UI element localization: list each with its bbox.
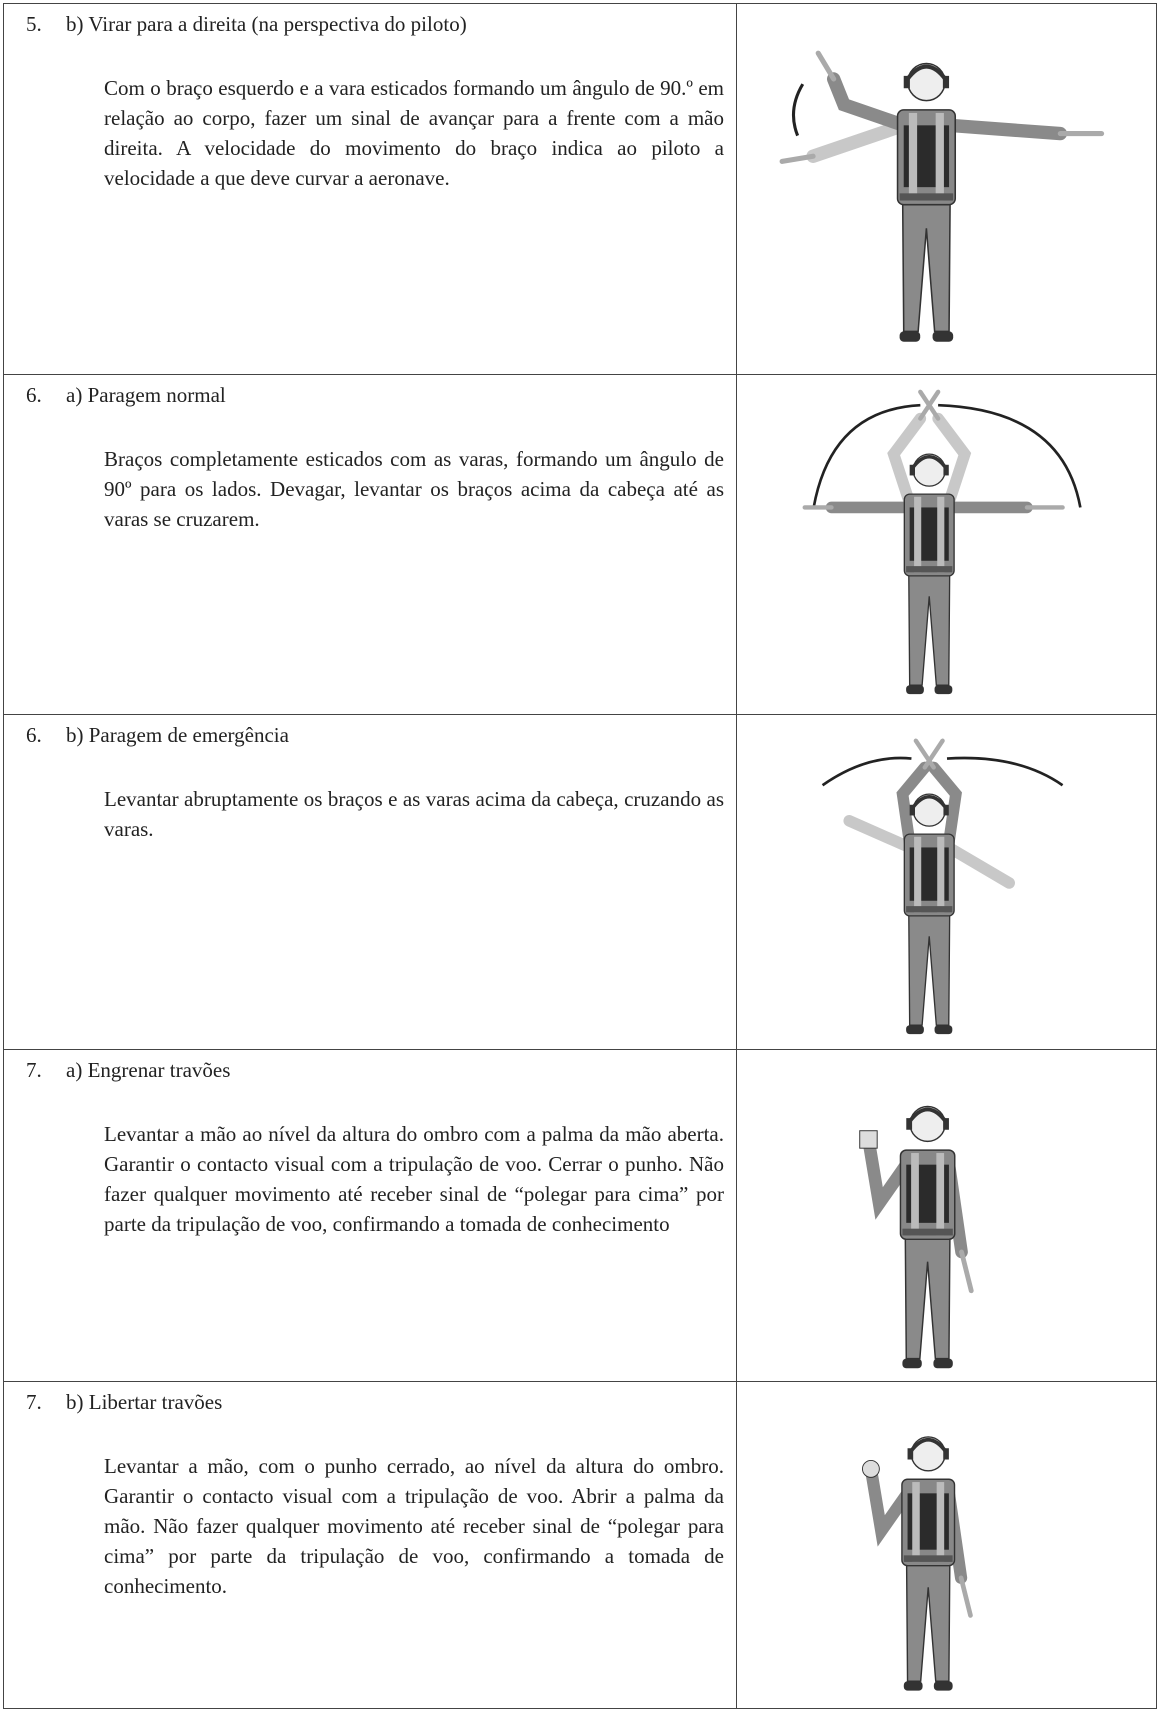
row: 5. b) Virar para a direita (na perspectiv… — [3, 3, 1157, 375]
title: b) Libertar travões — [66, 1390, 223, 1414]
text-cell: 6. a) Paragem normal Braços completamente … — [3, 374, 737, 715]
row: 6. b) Paragem de emergência Levantar abrup… — [3, 714, 1157, 1050]
illustration — [861, 1435, 973, 1693]
text-cell: 7. a) Engrenar travões Levantar a mão ao n… — [3, 1049, 737, 1382]
signals-table: 5. b) Virar para a direita (na perspectiv… — [3, 3, 1157, 1709]
row: 7. b) Libertar travões Levantar a mão, com… — [3, 1381, 1157, 1709]
text-cell: 5. b) Virar para a direita (na perspectiv… — [3, 3, 737, 375]
description: Levantar abruptamente os braços e as var… — [104, 787, 724, 841]
figure-cell — [736, 3, 1157, 375]
description: Levantar a mão, com o punho cerrado, ao … — [104, 1454, 724, 1598]
text-cell: 7. b) Libertar travões Levantar a mão, com… — [3, 1381, 737, 1709]
number: 5. — [26, 12, 42, 36]
title: a) Engrenar travões — [66, 1058, 231, 1082]
description: Levantar a mão ao nível da altura do omb… — [104, 1122, 724, 1236]
text-cell: 6. b) Paragem de emergência Levantar abrup… — [3, 714, 737, 1050]
number: 6. — [26, 383, 42, 407]
figure-cell — [736, 714, 1157, 1050]
figure-cell — [736, 1049, 1157, 1382]
illustration — [858, 1104, 974, 1371]
illustration — [779, 50, 1104, 352]
row: 7. a) Engrenar travões Levantar a mão ao n… — [3, 1049, 1157, 1382]
figure-cell — [736, 1381, 1157, 1709]
illustration — [821, 738, 1063, 1036]
row: 6. a) Paragem normal Braços completamente … — [3, 374, 1157, 715]
number: 7. — [26, 1058, 42, 1082]
number: 7. — [26, 1390, 42, 1414]
illustration — [802, 389, 1082, 696]
title: b) Paragem de emergência — [66, 723, 289, 747]
description: Com o braço esquerdo e a vara esticados … — [104, 76, 724, 190]
number: 6. — [26, 723, 42, 747]
figure-cell — [736, 374, 1157, 715]
description: Braços completamente esticados com as va… — [104, 447, 724, 531]
title: b) Virar para a direita (na perspectiva … — [66, 12, 467, 36]
title: a) Paragem normal — [66, 383, 226, 407]
